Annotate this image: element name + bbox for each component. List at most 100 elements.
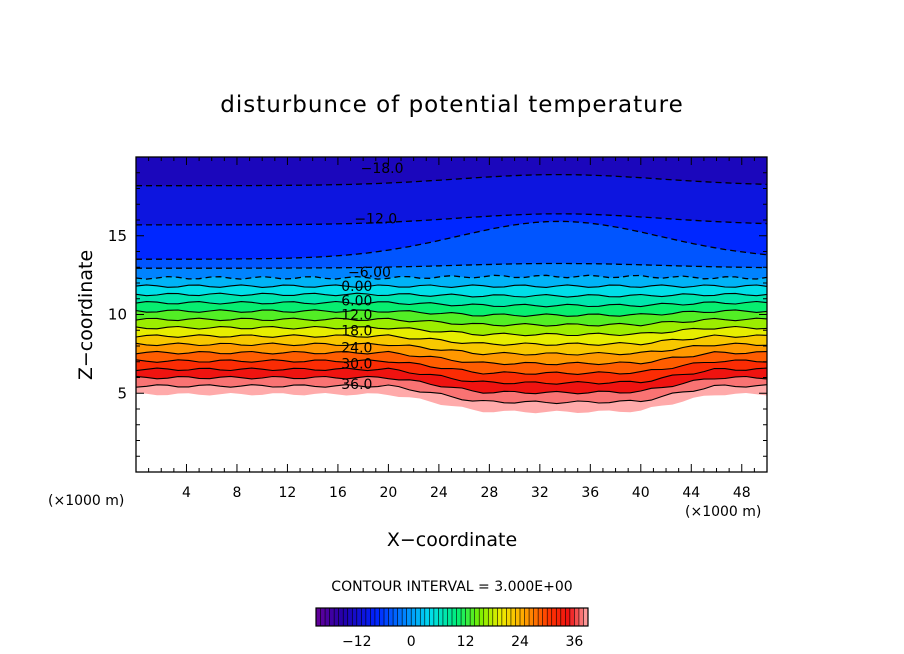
colorbar-cell: [529, 608, 534, 626]
colorbar-tick-label: 36: [565, 634, 583, 650]
colorbar-cell: [560, 608, 566, 626]
colorbar-cell: [520, 608, 525, 626]
y-tick-label: 5: [117, 384, 127, 402]
contour-line: [136, 274, 767, 280]
contour-line: [136, 384, 767, 405]
colorbar-cell: [569, 608, 575, 626]
colorbar-cell: [429, 608, 435, 626]
colorbar-cell: [388, 608, 394, 626]
colorbar-cell: [411, 608, 417, 626]
x-tick-label: 28: [480, 485, 498, 501]
colorbar: −12 0 12 24 36: [315, 607, 589, 650]
colorbar-cell: [488, 608, 494, 626]
colorbar-cell: [379, 608, 385, 626]
x-tick-label: 12: [279, 485, 297, 501]
contour-line: [136, 135, 767, 146]
colorbar-cell: [352, 608, 358, 626]
colorbar-cell: [316, 608, 321, 626]
colorbar-cell: [393, 608, 398, 626]
colorbar-tick-label: −12: [342, 634, 372, 650]
chart-title: disturbunce of potential temperature: [220, 92, 684, 118]
colorbar-cell: [578, 608, 584, 626]
y-tick-label: 15: [108, 227, 127, 245]
colorbar-cell: [452, 608, 457, 626]
x-tick-label: 8: [232, 485, 241, 501]
x-tick-label: 36: [581, 485, 599, 501]
colorbar-cell: [515, 608, 521, 626]
contour-line: [136, 292, 767, 298]
contour-label: −18.0: [361, 161, 404, 177]
colorbar-cell: [406, 608, 412, 626]
x-tick-label: 40: [632, 485, 650, 501]
contour-label: 6.00: [341, 293, 372, 309]
colorbar-cell: [334, 608, 340, 626]
colorbar-cell: [456, 608, 462, 626]
colorbar-cell: [384, 608, 389, 626]
colorbar-cell: [565, 608, 571, 626]
contour-line: [136, 284, 767, 288]
contour-line: [136, 325, 767, 337]
colorbar-cell: [483, 608, 489, 626]
contour-line: [136, 173, 767, 187]
y-axis-unit: (×1000 m): [48, 493, 124, 509]
colorbar-tick-label: 0: [407, 634, 416, 650]
y-axis-label: Z−coordinate: [75, 250, 97, 380]
colorbar-cell: [470, 608, 476, 626]
contour-band: [136, 135, 767, 146]
contour-line: [136, 317, 767, 327]
colorbar-cell: [424, 608, 430, 626]
contour-line: [136, 367, 767, 385]
colorbar-cell: [533, 608, 539, 626]
contour-label: 0.00: [341, 279, 372, 295]
colorbar-cell: [447, 608, 453, 626]
colorbar-cell: [374, 608, 380, 626]
colorbar-cell: [501, 608, 507, 626]
contour-line: [136, 213, 767, 226]
contour-line: [136, 375, 767, 395]
colorbar-cell: [442, 608, 448, 626]
colorbar-cell: [574, 608, 580, 626]
colorbar-cell: [474, 608, 480, 626]
colorbar-cell: [402, 608, 408, 626]
colorbar-cell: [510, 608, 516, 626]
contour-label: 12.0: [341, 308, 372, 324]
contour-line: [136, 334, 767, 346]
colorbar-cell: [420, 608, 426, 626]
colorbar-cell: [361, 608, 367, 626]
y-tick-label: 10: [108, 306, 127, 324]
colorbar-cell: [397, 608, 403, 626]
colorbar-cell: [347, 608, 353, 626]
contour-label: 24.0: [341, 341, 372, 357]
colorbar-cell: [438, 608, 444, 626]
colorbar-frame: [315, 607, 589, 627]
colorbar-cell: [365, 608, 371, 626]
contour-interval-text: CONTOUR INTERVAL = 3.000E+00: [331, 579, 572, 595]
x-tick-label: 44: [682, 485, 700, 501]
x-tick-label: 16: [329, 485, 347, 501]
colorbar-cell: [465, 608, 471, 626]
colorbar-cell: [556, 608, 562, 626]
colorbar-tick-label: 24: [511, 634, 529, 650]
x-tick-label: 4: [182, 485, 191, 501]
contour-line: [136, 359, 767, 375]
colorbar-cell: [542, 608, 548, 626]
x-axis-label: X−coordinate: [387, 529, 517, 551]
contour-label: 18.0: [341, 323, 372, 339]
colorbar-cell: [433, 608, 439, 626]
x-tick-label: 24: [430, 485, 448, 501]
colorbar-cell: [538, 608, 544, 626]
contour-label: −6.00: [348, 265, 391, 281]
x-axis-unit: (×1000 m): [685, 504, 761, 520]
contour-line: [136, 309, 767, 317]
contour-fill-layer: [136, 135, 767, 414]
contour-line: [136, 220, 767, 260]
colorbar-cell: [370, 608, 376, 626]
colorbar-cell: [497, 608, 503, 626]
colorbar-cell: [547, 608, 553, 626]
colorbar-cell: [338, 608, 344, 626]
colorbar-tick-label: 12: [457, 634, 475, 650]
contour-line: [136, 342, 767, 356]
contour-line: [136, 350, 767, 366]
colorbar-cell: [492, 608, 498, 626]
